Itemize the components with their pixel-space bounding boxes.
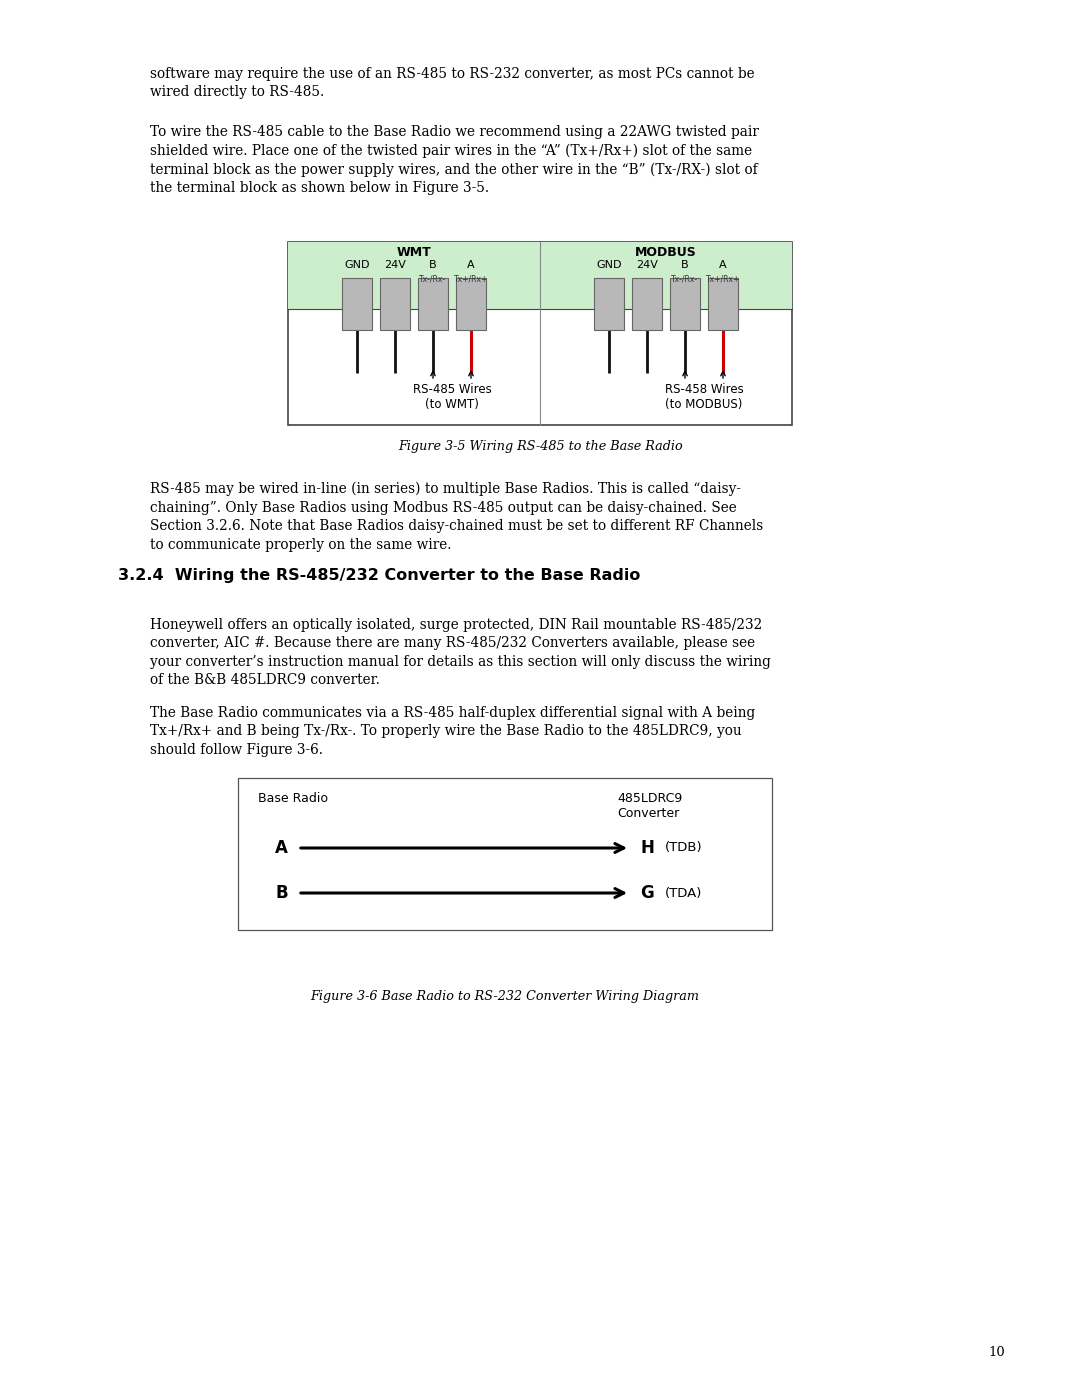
Text: 24V: 24V xyxy=(384,260,406,270)
Text: WMT: WMT xyxy=(396,246,431,258)
Text: 24V: 24V xyxy=(636,260,658,270)
Text: RS-485 Wires
(to WMT): RS-485 Wires (to WMT) xyxy=(413,383,491,411)
Text: GND: GND xyxy=(345,260,369,270)
Text: The Base Radio communicates via a RS-485 half-duplex differential signal with A : The Base Radio communicates via a RS-485… xyxy=(150,705,755,757)
Bar xyxy=(238,778,772,930)
Text: Tx+/Rx+: Tx+/Rx+ xyxy=(706,274,740,284)
Text: B: B xyxy=(681,260,689,270)
Text: A: A xyxy=(468,260,475,270)
Text: software may require the use of an RS-485 to RS-232 converter, as most PCs canno: software may require the use of an RS-48… xyxy=(150,67,755,99)
Text: (TDB): (TDB) xyxy=(665,841,703,855)
Bar xyxy=(418,278,448,330)
Text: B: B xyxy=(275,884,288,902)
Text: RS-485 may be wired in-line (in series) to multiple Base Radios. This is called : RS-485 may be wired in-line (in series) … xyxy=(150,482,764,552)
Bar xyxy=(632,278,662,330)
Text: Tx-/Rx-: Tx-/Rx- xyxy=(672,274,699,284)
Text: 10: 10 xyxy=(988,1345,1005,1359)
Text: Tx+/Rx+: Tx+/Rx+ xyxy=(454,274,488,284)
Text: RS-458 Wires
(to MODBUS): RS-458 Wires (to MODBUS) xyxy=(664,383,743,411)
Text: 485LDRC9
Converter: 485LDRC9 Converter xyxy=(617,792,683,820)
Text: A: A xyxy=(719,260,727,270)
Bar xyxy=(342,278,372,330)
Text: GND: GND xyxy=(596,260,622,270)
Text: Tx-/Rx-: Tx-/Rx- xyxy=(419,274,446,284)
Text: Honeywell offers an optically isolated, surge protected, DIN Rail mountable RS-4: Honeywell offers an optically isolated, … xyxy=(150,617,771,687)
Bar xyxy=(594,278,624,330)
Text: H: H xyxy=(640,840,653,856)
Bar xyxy=(288,242,792,309)
Bar xyxy=(670,278,700,330)
Bar xyxy=(288,242,792,425)
Text: Figure 3-6 Base Radio to RS-232 Converter Wiring Diagram: Figure 3-6 Base Radio to RS-232 Converte… xyxy=(311,990,700,1003)
Text: 3.2.4  Wiring the RS-485/232 Converter to the Base Radio: 3.2.4 Wiring the RS-485/232 Converter to… xyxy=(118,569,640,583)
Text: A: A xyxy=(275,840,288,856)
Text: B: B xyxy=(429,260,436,270)
Text: Base Radio: Base Radio xyxy=(258,792,328,805)
Text: Figure 3-5 Wiring RS-485 to the Base Radio: Figure 3-5 Wiring RS-485 to the Base Rad… xyxy=(397,440,683,453)
Text: G: G xyxy=(640,884,653,902)
Bar xyxy=(708,278,738,330)
Bar xyxy=(380,278,410,330)
Bar xyxy=(456,278,486,330)
Text: MODBUS: MODBUS xyxy=(635,246,697,258)
Text: (TDA): (TDA) xyxy=(665,887,702,900)
Text: To wire the RS-485 cable to the Base Radio we recommend using a 22AWG twisted pa: To wire the RS-485 cable to the Base Rad… xyxy=(150,124,759,196)
